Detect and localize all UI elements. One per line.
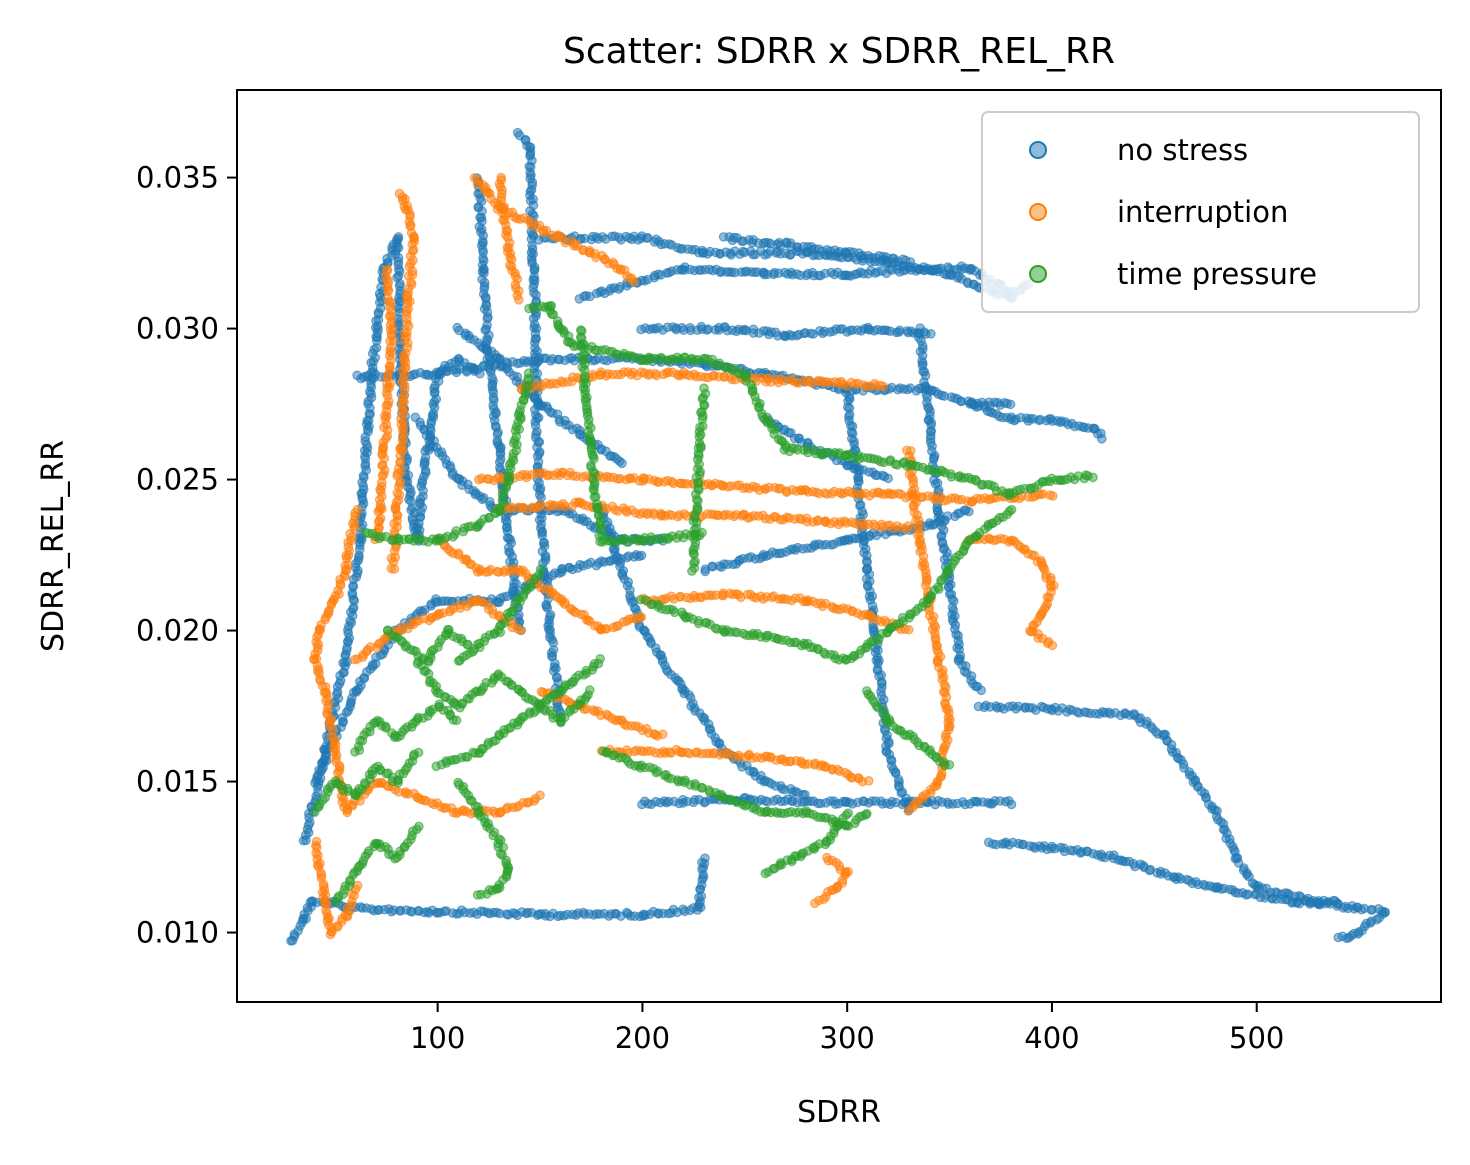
data-point [584,685,595,695]
series-layer [286,127,1390,946]
data-point [513,294,524,305]
data-point [389,564,400,574]
data-point [1006,504,1017,515]
data-point [821,852,832,863]
data-point [700,853,710,863]
data-point [1006,799,1017,810]
chart-title: Scatter: SDRR x SDRR_REL_RR [563,31,1115,72]
data-point [926,328,936,339]
data-point [360,527,371,538]
data-point [657,729,668,740]
data-point [535,790,545,801]
data-point [636,612,647,622]
data-point [1333,899,1343,909]
data-point [1047,640,1058,651]
data-point [976,685,986,696]
data-point [861,808,872,819]
data-point [472,890,483,900]
data-point [843,808,854,818]
data-point [1048,491,1058,501]
data-point [903,521,913,531]
data-point [903,624,914,635]
data-point [1097,433,1107,444]
data-point [964,506,974,517]
data-point [414,821,424,832]
data-point [878,381,889,392]
data-point [629,276,639,287]
data-point [863,775,874,786]
data-point [617,458,627,469]
data-point [903,805,913,816]
data-point [905,257,916,267]
data-point [413,747,424,758]
data-point [636,550,647,561]
data-point [1088,472,1098,483]
data-point [516,625,526,636]
data-point [883,473,893,484]
data-point [800,789,810,800]
data-point [451,715,462,726]
data-point [687,566,697,576]
data-point [1333,932,1343,943]
data-point [1005,399,1016,410]
